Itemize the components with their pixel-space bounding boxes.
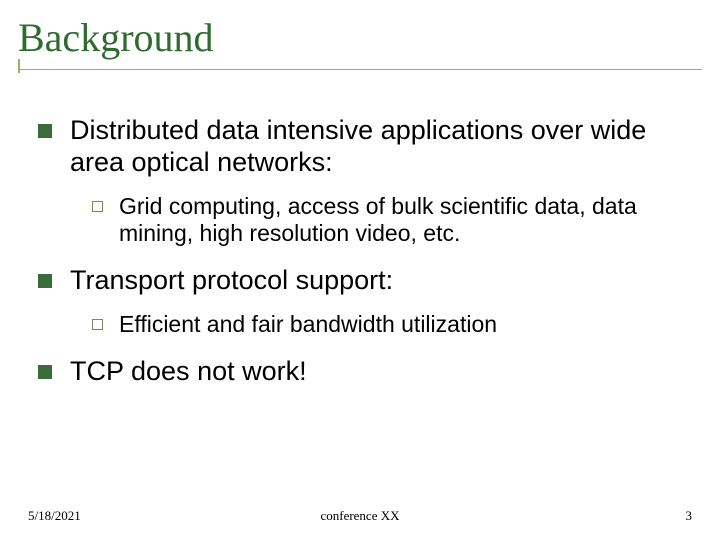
bullet-text: Distributed data intensive applications … [70, 115, 680, 179]
title-area: Background [18, 14, 702, 70]
hollow-square-bullet-icon [92, 319, 103, 330]
footer: 5/18/2021 conference XX 3 [0, 508, 720, 526]
bullet-text: Grid computing, access of bulk scientifi… [119, 193, 680, 247]
square-bullet-icon [38, 365, 52, 379]
title-rule-wrap [18, 69, 702, 70]
bullet-lvl1: Distributed data intensive applications … [38, 115, 680, 179]
title-rule-tick [18, 59, 20, 73]
content-area: Distributed data intensive applications … [38, 115, 680, 402]
hollow-square-bullet-icon [92, 201, 103, 212]
footer-center: conference XX [0, 508, 720, 524]
bullet-lvl1: Transport protocol support: [38, 265, 680, 297]
bullet-lvl1: TCP does not work! [38, 356, 680, 388]
slide: Background Distributed data intensive ap… [0, 0, 720, 540]
square-bullet-icon [38, 124, 52, 138]
bullet-lvl2: Efficient and fair bandwidth utilization [92, 311, 680, 338]
bullet-text: TCP does not work! [70, 356, 307, 388]
bullet-text: Efficient and fair bandwidth utilization [119, 311, 497, 338]
slide-title: Background [18, 14, 702, 67]
bullet-lvl2: Grid computing, access of bulk scientifi… [92, 193, 680, 247]
title-rule [18, 69, 702, 70]
square-bullet-icon [38, 274, 52, 288]
footer-page-number: 3 [686, 508, 693, 524]
bullet-text: Transport protocol support: [70, 265, 393, 297]
